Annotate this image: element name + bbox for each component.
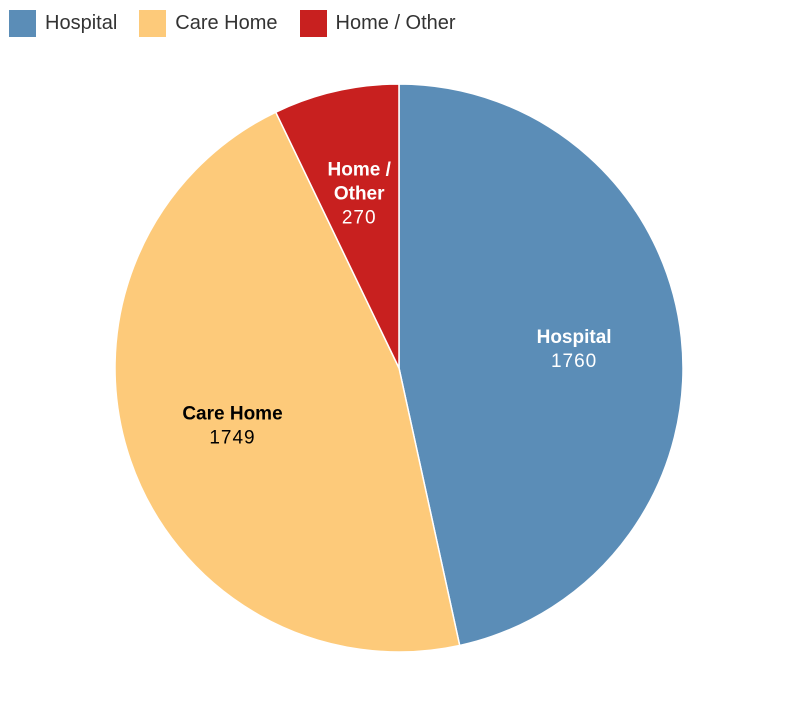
legend-label-hospital: Hospital <box>45 11 118 34</box>
legend-item-home-other[interactable]: Home / Other <box>299 9 456 37</box>
legend-swatch-care-home <box>139 9 167 37</box>
legend-label-care-home: Care Home <box>175 11 278 34</box>
chart-legend: Hospital Care Home Home / Other <box>9 8 478 38</box>
data-label-value-care-home: 1749 <box>209 427 255 448</box>
pie-data-labels: Hospital 1760 Care Home 1749 Home / Other 270 <box>182 160 611 449</box>
pie-slice-home-other[interactable] <box>274 83 400 369</box>
pie-slices <box>114 83 684 653</box>
legend-item-care-home[interactable]: Care Home <box>139 9 278 37</box>
data-label-value-home-other: 270 <box>342 208 377 229</box>
data-label-name-home-other: Other <box>334 184 385 205</box>
data-label-value-hospital: 1760 <box>551 351 597 372</box>
legend-label-home-other: Home / Other <box>335 11 456 34</box>
data-label-name-home-other: Home / <box>328 160 392 181</box>
pie-slice-hospital[interactable] <box>398 83 684 647</box>
legend-swatch-home-other <box>299 9 327 37</box>
data-label-name-care-home: Care Home <box>182 403 282 424</box>
pie-slice-care-home[interactable] <box>114 111 461 653</box>
data-label-name-hospital: Hospital <box>537 327 612 348</box>
legend-swatch-hospital <box>9 9 36 37</box>
legend-item-hospital[interactable]: Hospital <box>9 9 118 37</box>
